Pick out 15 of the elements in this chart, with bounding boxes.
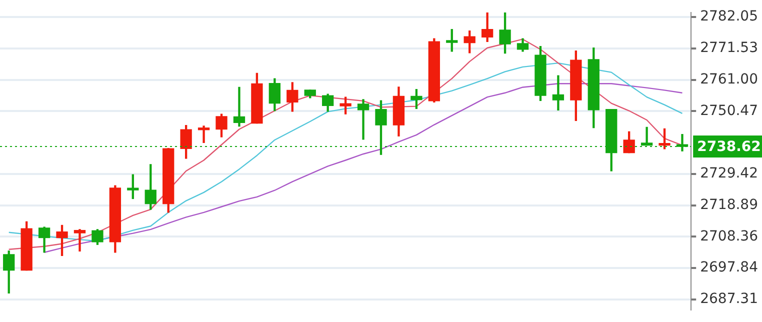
y-tick-label: 2761.00 <box>700 71 758 88</box>
y-tick-label: 2697.84 <box>700 260 758 276</box>
y-tick-label: 2708.36 <box>700 228 758 244</box>
candlestick <box>198 126 210 143</box>
candlestick <box>357 99 370 140</box>
y-tick-label: 2718.89 <box>700 196 758 213</box>
y-tick-label: 2687.31 <box>700 291 758 308</box>
y-tick-label: 2750.47 <box>700 102 758 119</box>
candlestick <box>552 75 564 111</box>
candlestick <box>74 229 86 252</box>
ref-line-label: 2738.62 <box>697 139 761 156</box>
candlestick <box>233 86 246 127</box>
y-tick-label: 2729.42 <box>700 166 758 182</box>
y-tick-label: 2771.53 <box>700 40 758 56</box>
y-tick-label: 2782.05 <box>700 8 758 25</box>
